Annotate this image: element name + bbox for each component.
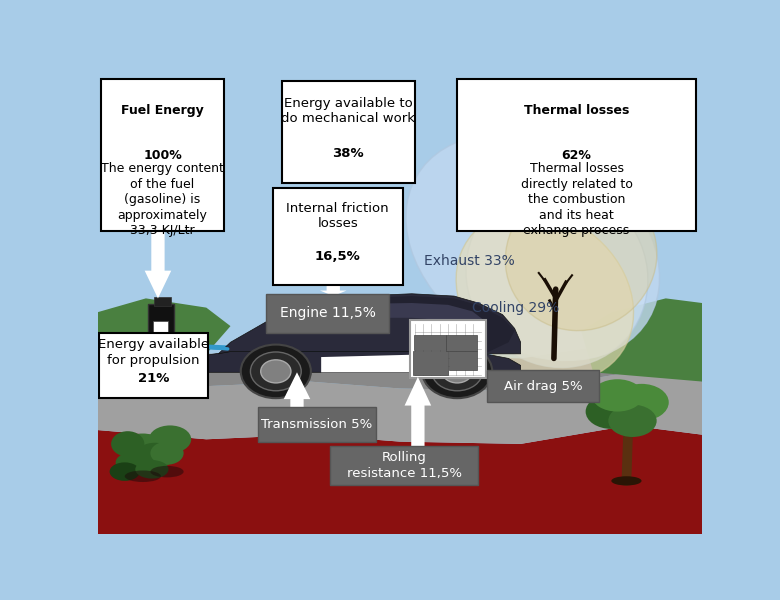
Circle shape <box>432 352 483 391</box>
Text: 38%: 38% <box>332 146 364 160</box>
FancyBboxPatch shape <box>99 333 208 398</box>
Ellipse shape <box>111 431 144 457</box>
Text: Energy available
for propulsion: Energy available for propulsion <box>98 338 209 367</box>
Circle shape <box>250 352 301 391</box>
FancyBboxPatch shape <box>448 351 477 370</box>
Ellipse shape <box>406 134 660 361</box>
Circle shape <box>261 360 291 383</box>
Text: Fuel Energy: Fuel Energy <box>121 104 204 117</box>
Ellipse shape <box>592 379 643 412</box>
FancyBboxPatch shape <box>257 407 376 442</box>
Polygon shape <box>98 372 702 444</box>
Ellipse shape <box>593 388 654 430</box>
FancyBboxPatch shape <box>101 79 225 232</box>
FancyBboxPatch shape <box>410 320 486 379</box>
Ellipse shape <box>125 470 161 482</box>
Polygon shape <box>279 303 484 327</box>
Polygon shape <box>98 72 702 534</box>
FancyBboxPatch shape <box>446 335 477 350</box>
Text: 62%: 62% <box>562 149 591 161</box>
Circle shape <box>422 344 492 398</box>
FancyBboxPatch shape <box>154 296 171 306</box>
Polygon shape <box>321 355 412 372</box>
Text: Internal friction
losses: Internal friction losses <box>286 202 389 230</box>
Text: The energy content
of the fuel
(gasoline) is
approximately
33,3 KJ/Ltr: The energy content of the fuel (gasoline… <box>101 163 224 238</box>
Circle shape <box>241 344 311 398</box>
Text: 21%: 21% <box>138 372 169 385</box>
Text: Transmission 5%: Transmission 5% <box>261 418 372 431</box>
Text: 100%: 100% <box>143 149 182 161</box>
Text: Rolling
resistance 11,5%: Rolling resistance 11,5% <box>347 451 462 481</box>
Ellipse shape <box>466 183 648 368</box>
Text: Exhaust 33%: Exhaust 33% <box>424 254 515 268</box>
Ellipse shape <box>586 394 637 429</box>
FancyBboxPatch shape <box>282 81 415 183</box>
Polygon shape <box>267 296 515 354</box>
Polygon shape <box>144 229 172 298</box>
Ellipse shape <box>151 466 183 478</box>
Text: Air drag 5%: Air drag 5% <box>504 380 583 392</box>
Circle shape <box>442 360 473 383</box>
Ellipse shape <box>120 434 165 464</box>
Ellipse shape <box>135 443 175 468</box>
Ellipse shape <box>109 463 140 481</box>
Text: 16,5%: 16,5% <box>315 250 360 263</box>
Ellipse shape <box>612 476 641 485</box>
Text: Thermal losses
directly related to
the combustion
and its heat
exhange process: Thermal losses directly related to the c… <box>520 163 633 238</box>
Text: Engine 11,5%: Engine 11,5% <box>279 307 375 320</box>
Polygon shape <box>405 377 431 449</box>
Text: Cooling 29%: Cooling 29% <box>473 301 559 314</box>
Polygon shape <box>581 298 702 382</box>
FancyBboxPatch shape <box>488 370 599 403</box>
FancyBboxPatch shape <box>147 304 174 346</box>
Polygon shape <box>320 282 346 296</box>
Polygon shape <box>98 425 702 534</box>
Polygon shape <box>284 372 310 439</box>
FancyBboxPatch shape <box>273 187 402 284</box>
Ellipse shape <box>151 442 183 465</box>
FancyBboxPatch shape <box>457 79 696 232</box>
Text: Energy available to
do mechanical work: Energy available to do mechanical work <box>282 97 416 125</box>
Ellipse shape <box>615 384 668 421</box>
Ellipse shape <box>505 183 657 331</box>
FancyBboxPatch shape <box>414 335 445 350</box>
Ellipse shape <box>608 404 657 437</box>
Polygon shape <box>98 298 231 377</box>
Ellipse shape <box>456 211 633 382</box>
Polygon shape <box>200 352 521 372</box>
Ellipse shape <box>115 452 152 473</box>
Polygon shape <box>109 344 200 368</box>
FancyBboxPatch shape <box>265 294 389 333</box>
FancyBboxPatch shape <box>330 446 478 485</box>
Ellipse shape <box>135 460 168 479</box>
Text: Thermal losses: Thermal losses <box>524 104 629 117</box>
FancyBboxPatch shape <box>153 321 168 336</box>
FancyBboxPatch shape <box>413 351 448 375</box>
Polygon shape <box>218 294 521 354</box>
Polygon shape <box>98 342 702 391</box>
Ellipse shape <box>149 425 191 453</box>
